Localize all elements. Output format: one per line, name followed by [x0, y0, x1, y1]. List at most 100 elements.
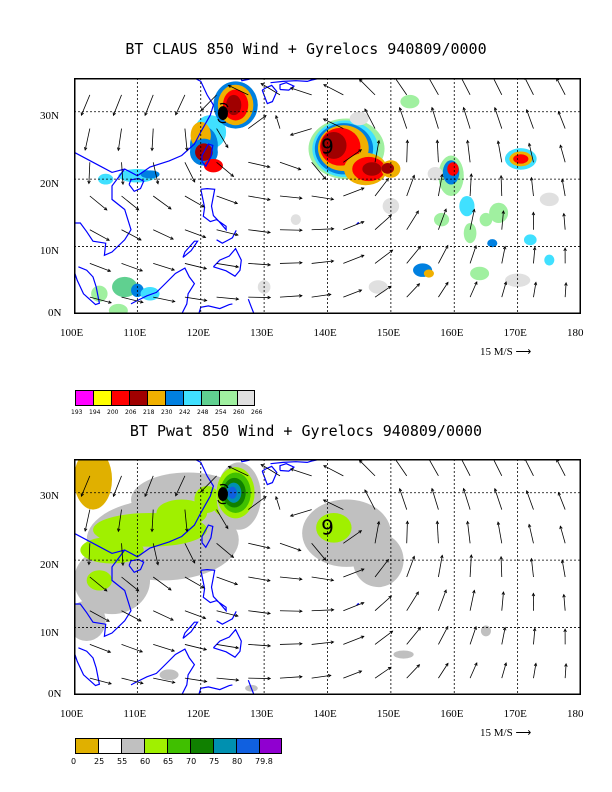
wind-vector-head: [525, 490, 530, 494]
pwat-map: 9: [74, 459, 581, 695]
wind-vector-head: [139, 681, 144, 685]
colorbar-label: 25: [94, 757, 105, 766]
wind-vector: [343, 530, 363, 544]
wind-vector-shaft: [533, 247, 536, 264]
wind-vector-head: [200, 107, 205, 112]
wind-vector-shaft: [467, 521, 471, 544]
wind-vector-shaft: [343, 602, 364, 612]
wind-vector-head: [203, 679, 208, 683]
wind-vector-shaft: [469, 662, 478, 679]
wind-vector-head: [376, 139, 381, 144]
wind-vector-head: [474, 281, 478, 285]
wind-vector-shaft: [438, 174, 443, 197]
wind-vector-shaft: [200, 475, 217, 492]
wind-vector: [87, 543, 91, 566]
wind-vector-head: [469, 173, 473, 177]
wind-vector-head: [235, 645, 240, 650]
coastline: [279, 463, 296, 472]
coastline: [198, 684, 233, 695]
field-region: [504, 273, 531, 288]
colorbar-swatch: [75, 738, 98, 754]
wind-vector-shaft: [175, 475, 186, 496]
wind-vector-shaft: [290, 128, 312, 136]
wind-vector: [121, 296, 144, 304]
wind-vector-head: [267, 295, 272, 300]
wind-vector: [406, 245, 422, 264]
colorbar-label: 266: [251, 409, 263, 416]
wind-vector-head: [299, 294, 303, 298]
cyclone-marker-filled: [217, 483, 229, 505]
wind-vector: [501, 662, 508, 679]
wind-vector-head: [472, 208, 476, 213]
wind-vector-shaft: [260, 464, 281, 477]
wind-vector: [311, 162, 327, 180]
colorbar-label: 70: [186, 757, 197, 766]
field-region: [539, 192, 559, 207]
wind-vector-head: [203, 647, 208, 651]
coastline: [216, 611, 237, 625]
wind-vector: [279, 195, 303, 200]
wind-vector-head: [298, 196, 303, 200]
x-tick-label: 100E: [60, 327, 84, 339]
wind-vector-head: [185, 147, 189, 152]
wind-vector-shaft: [374, 285, 392, 298]
field-region: [447, 162, 459, 176]
wind-vector-head: [445, 281, 449, 286]
wind-vector: [216, 644, 240, 650]
coastline: [182, 621, 199, 639]
wind-vector: [121, 263, 144, 272]
x-tick-label: 160E: [440, 708, 464, 720]
wind-vector-head: [501, 591, 505, 595]
wind-vector-shaft: [359, 79, 376, 96]
wind-vector-shaft: [406, 246, 421, 264]
y-tick-30n: 30N: [40, 110, 59, 122]
colorbar-swatch: [236, 738, 259, 754]
wind-vector: [559, 525, 566, 544]
wind-vector: [560, 559, 566, 578]
field-region: [80, 536, 144, 564]
wind-vector-head: [299, 609, 303, 613]
wind-vector-shaft: [311, 228, 334, 231]
field-region: [156, 499, 208, 527]
x-tick-label: 180: [567, 708, 584, 720]
wind-vector-shaft: [248, 542, 270, 549]
wind-vector-head: [135, 206, 140, 211]
wind-vector: [406, 174, 416, 197]
panel1-title: BT CLAUS 850 Wind + Gyrelocs 940809/0000: [125, 40, 487, 58]
field-region: [480, 625, 492, 637]
wind-vector-head: [203, 266, 208, 270]
y-tick-0n: 0N: [48, 688, 62, 700]
wind-vector-head: [473, 244, 477, 249]
wind-vector-shaft: [364, 108, 376, 129]
wind-vector-shaft: [561, 179, 566, 197]
wind-vector-shaft: [406, 627, 421, 645]
x-tick-label: 120E: [186, 708, 210, 720]
wind-vector-head: [445, 662, 449, 667]
wind-vector: [275, 114, 281, 129]
wind-vector-shaft: [394, 78, 408, 96]
wind-vector-head: [330, 608, 335, 612]
wind-vector: [311, 640, 335, 645]
wind-vector: [216, 229, 239, 237]
wind-vector-head: [358, 670, 363, 674]
wind-vector-shaft: [311, 675, 331, 679]
wind-vector-shaft: [88, 543, 91, 565]
wind-vector: [343, 670, 363, 679]
colorbar-swatch: [93, 390, 111, 406]
wind-vector: [562, 212, 566, 230]
wind-vector: [438, 173, 444, 197]
wind-vector: [121, 576, 140, 592]
wind-vector-shaft: [88, 162, 91, 184]
y-tick-20n: 20N: [40, 559, 59, 571]
wind-vector: [87, 162, 91, 185]
wind-vector-head: [466, 139, 470, 144]
wind-vector-shaft: [343, 635, 364, 645]
wind-vector-head: [192, 559, 196, 564]
colorbar-swatch: [167, 738, 190, 754]
wind-vector: [525, 109, 534, 129]
wind-vector-head: [267, 230, 271, 234]
wind-vector-shaft: [323, 465, 344, 477]
colorbar-swatch: [165, 390, 183, 406]
wind-vector: [248, 295, 272, 300]
wind-vector-head: [203, 298, 208, 302]
